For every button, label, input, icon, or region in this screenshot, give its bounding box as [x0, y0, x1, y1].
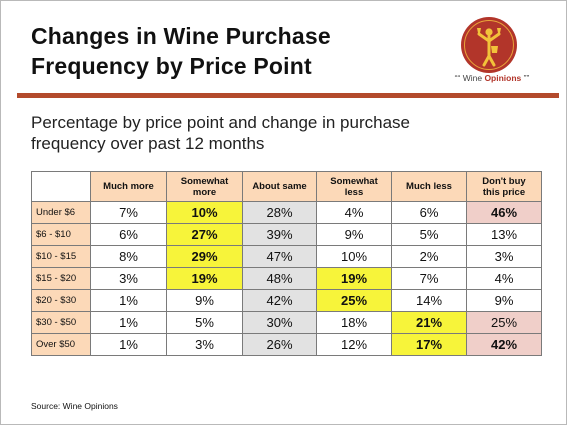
table-cell: 1%	[90, 311, 167, 334]
table-cell: 1%	[90, 289, 167, 312]
table-cell: 13%	[466, 223, 542, 246]
table-cell: 3%	[466, 245, 542, 268]
source-note: Source: Wine Opinions	[31, 401, 118, 411]
column-header: Much less	[391, 171, 467, 202]
column-header: About same	[242, 171, 317, 202]
table-cell: 1%	[90, 333, 167, 356]
table-row: Over $50 1% 3% 26% 12% 17% 42%	[31, 333, 542, 356]
table-cell: 5%	[166, 311, 243, 334]
table-cell: 9%	[466, 289, 542, 312]
table-cell: 10%	[316, 245, 392, 268]
table-cell: 9%	[166, 289, 243, 312]
row-label: Over $50	[31, 333, 91, 356]
logo-quote-close: ””	[523, 73, 530, 83]
table-cell: 28%	[242, 201, 317, 224]
row-label: $10 - $15	[31, 245, 91, 268]
table-cell: 29%	[166, 245, 243, 268]
logo-brand-bold: Opinions	[484, 73, 522, 83]
logo-quote-open: ““	[454, 73, 461, 83]
table-corner-cell	[31, 171, 91, 202]
table-cell: 26%	[242, 333, 317, 356]
table-cell: 9%	[316, 223, 392, 246]
title-line-1: Changes in Wine Purchase	[31, 23, 331, 49]
table-row: $10 - $15 8% 29% 47% 10% 2% 3%	[31, 245, 542, 268]
table-cell: 6%	[391, 201, 467, 224]
table-row: $20 - $30 1% 9% 42% 25% 14% 9%	[31, 289, 542, 312]
table-cell: 3%	[166, 333, 243, 356]
table-cell: 21%	[391, 311, 467, 334]
table-cell: 12%	[316, 333, 392, 356]
title-divider	[17, 93, 559, 98]
wine-opinions-logo-icon	[461, 17, 517, 73]
logo-wordmark: ““ Wine Opinions ””	[437, 73, 547, 83]
subtitle-line-1: Percentage by price point and change in …	[31, 113, 410, 132]
table-cell: 46%	[466, 201, 542, 224]
table-cell: 7%	[391, 267, 467, 290]
table-cell: 10%	[166, 201, 243, 224]
table-cell: 3%	[90, 267, 167, 290]
table-cell: 25%	[466, 311, 542, 334]
slide-title: Changes in Wine Purchase Frequency by Pr…	[31, 21, 431, 81]
title-line-2: Frequency by Price Point	[31, 53, 312, 79]
table-cell: 4%	[466, 267, 542, 290]
table-row: $6 - $10 6% 27% 39% 9% 5% 13%	[31, 223, 542, 246]
row-label: $20 - $30	[31, 289, 91, 312]
logo-brand-plain: Wine	[462, 73, 485, 83]
column-header: Somewhat less	[316, 171, 392, 202]
table-cell: 6%	[90, 223, 167, 246]
table-cell: 27%	[166, 223, 243, 246]
table-cell: 8%	[90, 245, 167, 268]
table-row: Under $6 7% 10% 28% 4% 6% 46%	[31, 201, 542, 224]
row-label: $30 - $50	[31, 311, 91, 334]
table-cell: 42%	[242, 289, 317, 312]
table-cell: 19%	[316, 267, 392, 290]
column-header: Don't buy this price	[466, 171, 542, 202]
table-cell: 47%	[242, 245, 317, 268]
table-cell: 25%	[316, 289, 392, 312]
table-cell: 2%	[391, 245, 467, 268]
table-cell: 4%	[316, 201, 392, 224]
column-header: Somewhat more	[166, 171, 243, 202]
table-row: $30 - $50 1% 5% 30% 18% 21% 25%	[31, 311, 542, 334]
table-cell: 7%	[90, 201, 167, 224]
purchase-frequency-table: Much more Somewhat more About same Somewh…	[31, 171, 542, 356]
table-cell: 30%	[242, 311, 317, 334]
table-header-row: Much more Somewhat more About same Somewh…	[31, 171, 542, 202]
table-cell: 18%	[316, 311, 392, 334]
table-cell: 5%	[391, 223, 467, 246]
table-cell: 19%	[166, 267, 243, 290]
row-label: Under $6	[31, 201, 91, 224]
table-cell: 14%	[391, 289, 467, 312]
subtitle-line-2: frequency over past 12 months	[31, 134, 265, 153]
table-row: $15 - $20 3% 19% 48% 19% 7% 4%	[31, 267, 542, 290]
table-cell: 42%	[466, 333, 542, 356]
table-cell: 39%	[242, 223, 317, 246]
table-cell: 17%	[391, 333, 467, 356]
column-header: Much more	[90, 171, 167, 202]
row-label: $15 - $20	[31, 267, 91, 290]
row-label: $6 - $10	[31, 223, 91, 246]
slide-subtitle: Percentage by price point and change in …	[31, 112, 551, 154]
table-cell: 48%	[242, 267, 317, 290]
